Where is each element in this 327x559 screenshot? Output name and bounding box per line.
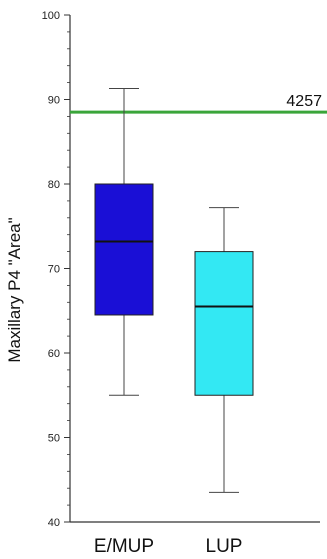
reference-line-group: 4257 [70, 93, 327, 114]
y-tick-label: 80 [48, 179, 60, 191]
box-series [94, 88, 254, 493]
x-category-label: LUP [206, 536, 243, 557]
x-category-label: E/MUP [94, 536, 154, 557]
y-tick-label: 90 [48, 95, 60, 107]
y-tick-label: 50 [48, 433, 60, 445]
y-tick-label: 40 [48, 517, 60, 529]
y-axis: 40 50 60 70 80 90 100 [42, 10, 320, 529]
interquartile-box [94, 183, 154, 316]
interquartile-box [194, 251, 254, 396]
box-e-mup [94, 88, 154, 396]
y-tick-label: 60 [48, 348, 60, 360]
x-axis-categories: E/MUP LUP [94, 536, 243, 557]
y-axis-label: Maxillary P4 "Area" [5, 217, 24, 362]
box-lup [194, 207, 254, 493]
y-tick-label: 100 [42, 10, 60, 22]
y-tick-label: 70 [48, 264, 60, 276]
reference-line-label: 4257 [286, 93, 322, 110]
